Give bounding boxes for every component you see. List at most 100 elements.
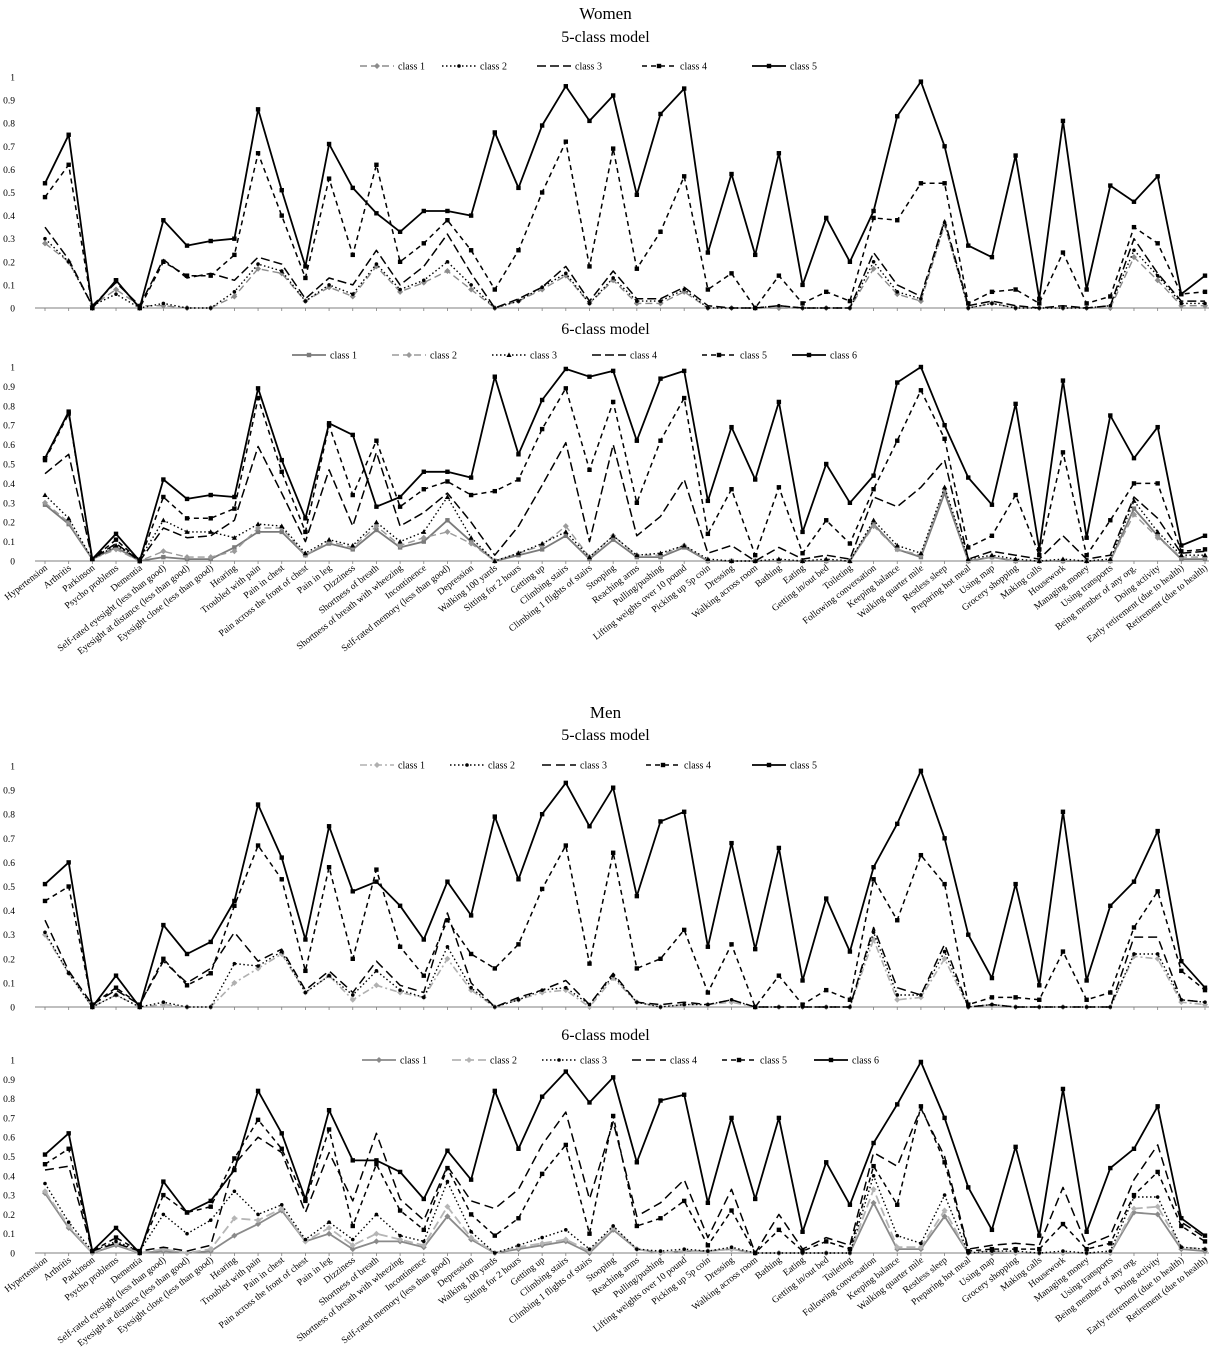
series-line	[44, 1175, 1206, 1254]
data-point	[421, 1196, 426, 1202]
data-point	[349, 996, 356, 1003]
data-point	[42, 1152, 48, 1157]
data-point	[942, 949, 947, 954]
data-point	[255, 395, 261, 401]
data-point	[137, 1004, 142, 1010]
data-point	[184, 1250, 191, 1256]
data-point	[90, 556, 95, 562]
data-point	[1130, 254, 1137, 261]
data-point	[349, 1242, 356, 1249]
data-point	[469, 1229, 473, 1234]
y-tick-label: 0	[10, 305, 15, 315]
data-point	[1013, 306, 1018, 310]
data-point	[1202, 289, 1208, 295]
data-point	[895, 918, 900, 923]
data-point	[43, 930, 47, 935]
series-class-5	[42, 386, 1208, 564]
data-point	[1202, 273, 1208, 278]
data-point	[824, 1239, 829, 1244]
data-point	[113, 537, 119, 542]
y-tick-label: 1	[10, 763, 15, 773]
y-tick-label: 0.3	[3, 931, 15, 941]
data-point	[682, 1002, 686, 1007]
data-point	[919, 993, 923, 997]
data-point	[350, 542, 356, 548]
data-point	[1013, 153, 1018, 158]
data-point	[942, 881, 947, 887]
data-point	[207, 1246, 214, 1253]
data-point	[279, 469, 284, 474]
data-point	[421, 937, 426, 942]
data-point	[989, 975, 995, 981]
data-point	[563, 1069, 569, 1074]
data-point	[847, 558, 853, 563]
data-point	[184, 529, 190, 534]
data-point	[468, 248, 474, 253]
legend-marker	[766, 762, 772, 768]
data-point	[161, 1192, 166, 1198]
data-point	[231, 535, 237, 540]
data-point	[871, 1174, 876, 1178]
data-point	[1108, 1249, 1113, 1253]
data-point	[1108, 183, 1113, 188]
y-tick-label: 0.8	[3, 402, 15, 412]
data-point	[681, 1092, 687, 1097]
legend-item: class 3	[542, 761, 607, 772]
data-point	[941, 484, 948, 490]
chart-svg: 6-class model class 1 class 2 class 3 class …	[3, 321, 1210, 657]
data-point	[184, 516, 190, 521]
data-point	[1037, 1005, 1042, 1009]
y-tick-label: 0.6	[3, 441, 15, 451]
data-point	[871, 215, 876, 221]
y-tick-label: 0.2	[3, 258, 15, 268]
data-point	[894, 542, 900, 548]
data-point	[966, 1248, 971, 1254]
series-line	[44, 1061, 1206, 1254]
data-point	[66, 884, 71, 889]
data-point	[1060, 809, 1066, 814]
data-point	[847, 298, 853, 304]
legend-label: class 4	[670, 1056, 697, 1067]
y-tick-label: 0.5	[3, 1153, 15, 1163]
series-line	[44, 769, 1206, 1008]
data-point	[492, 1005, 497, 1009]
data-point	[255, 265, 262, 272]
data-point	[184, 243, 190, 248]
data-point	[587, 301, 592, 306]
data-point	[870, 936, 877, 943]
data-point	[161, 259, 166, 264]
data-point	[350, 252, 355, 258]
data-point	[303, 1237, 308, 1242]
data-point	[350, 1223, 355, 1229]
series-line	[44, 912, 1206, 1008]
data-point	[634, 500, 640, 505]
data-point	[1060, 378, 1066, 383]
series-class-5	[42, 79, 1208, 311]
data-point	[66, 1220, 71, 1224]
data-point	[445, 1179, 450, 1184]
data-point	[492, 1251, 497, 1255]
data-point	[1108, 518, 1113, 523]
y-tick-label: 1	[10, 364, 15, 374]
data-point	[468, 213, 474, 218]
data-point	[800, 529, 805, 535]
data-point	[657, 550, 664, 556]
data-point	[706, 306, 710, 310]
data-point	[587, 1247, 592, 1251]
data-point	[1202, 987, 1208, 993]
data-point	[255, 386, 261, 391]
data-point	[871, 473, 876, 478]
data-point	[113, 1225, 119, 1231]
data-point	[681, 368, 687, 374]
legend-item: class 4	[646, 761, 711, 772]
data-point	[777, 1251, 781, 1255]
data-point	[255, 521, 261, 527]
data-point	[634, 192, 640, 198]
data-point	[326, 537, 332, 542]
data-point	[1155, 889, 1160, 894]
data-point	[824, 1160, 829, 1165]
data-point	[681, 86, 687, 91]
data-point	[207, 554, 214, 561]
data-point	[918, 388, 924, 393]
data-point	[966, 545, 971, 550]
